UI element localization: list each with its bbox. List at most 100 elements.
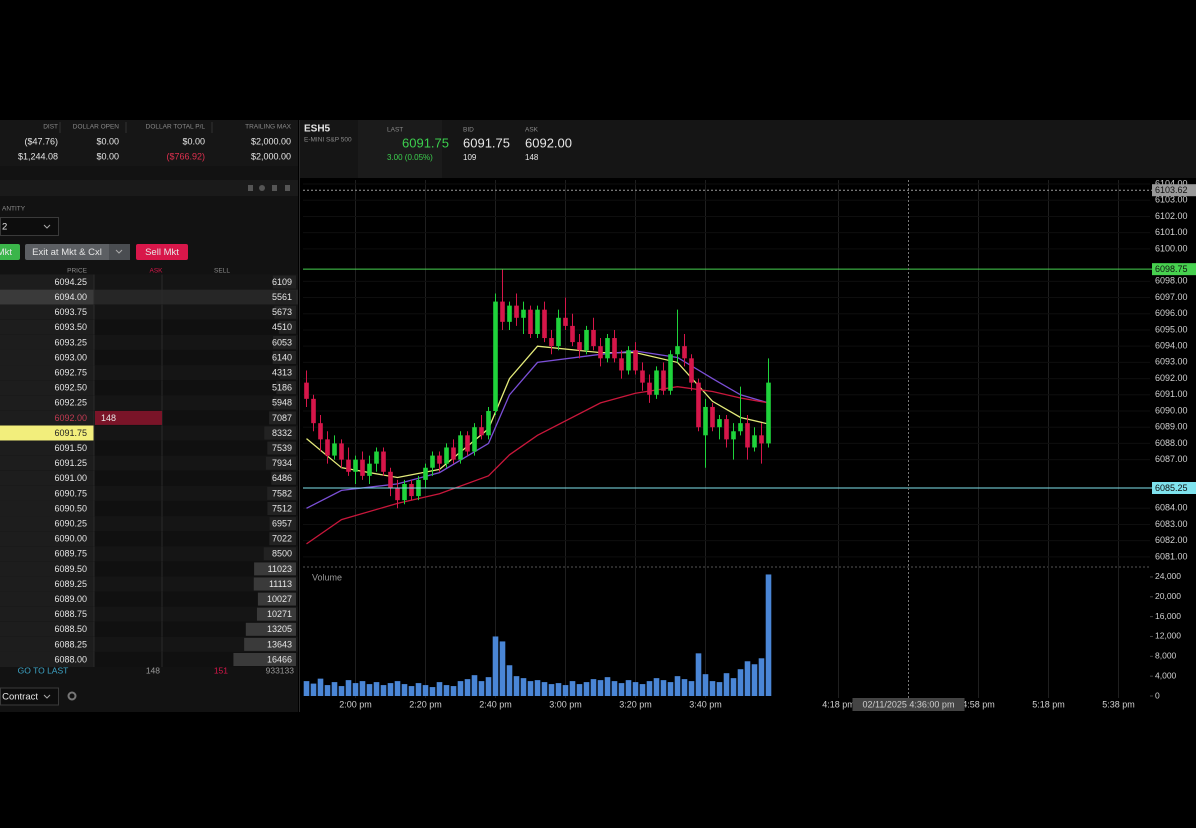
- x-tick-label: 4:18 pm: [822, 699, 855, 709]
- x-tick-label: 5:38 pm: [1102, 699, 1135, 709]
- sell-size-bar: [253, 577, 296, 591]
- chart-header: [300, 120, 1196, 178]
- column-header: DOLLAR TOTAL P/L: [146, 124, 206, 131]
- volume-bar: [352, 683, 359, 696]
- volume-bar: [737, 669, 744, 696]
- volume-bar: [359, 681, 366, 696]
- candle-body: [409, 483, 414, 497]
- sell-size-bar: [278, 320, 296, 334]
- dom-price: 6093.00: [54, 352, 87, 362]
- buy-button[interactable]: [0, 244, 20, 260]
- quantity-select[interactable]: [0, 217, 59, 236]
- contract-label: Contract: [2, 692, 38, 703]
- volume-bar: [604, 677, 611, 696]
- volume-bar: [436, 682, 443, 696]
- sell-size: 11023: [268, 564, 292, 574]
- dom-price: 6092.50: [54, 383, 87, 393]
- candle-body: [640, 370, 645, 383]
- candle-body: [626, 350, 631, 371]
- sell-size: 7022: [272, 534, 292, 544]
- candle-body: [472, 427, 477, 452]
- candle-body: [458, 435, 463, 460]
- sell-size: 7087: [272, 413, 292, 423]
- volume-bar: [646, 681, 653, 696]
- bid-size: 109: [463, 153, 477, 162]
- moving-average: [306, 345, 769, 479]
- volume-bar: [443, 685, 450, 696]
- volume-bar: [485, 677, 492, 696]
- x-tick-label: 2:40 pm: [479, 699, 512, 709]
- chevron: [115, 249, 123, 254]
- volume-bar: [345, 680, 352, 696]
- volume-bar: [562, 685, 569, 696]
- candle-body: [332, 443, 337, 456]
- y-tick-label: 6102.00: [1155, 211, 1188, 221]
- dom-price: 6088.75: [54, 609, 87, 619]
- sell-size: 5948: [272, 398, 292, 408]
- account-table: [0, 120, 298, 166]
- y-tick-label: 8,000: [1155, 651, 1177, 661]
- candle-body: [633, 350, 638, 371]
- dom-price: 6091.00: [54, 473, 87, 483]
- candle-body: [752, 435, 757, 448]
- panel-toolbar: [0, 180, 298, 196]
- x-tick-label: 3:20 pm: [619, 699, 652, 709]
- sell-size: 5186: [272, 383, 292, 393]
- sell-size: 8500: [272, 549, 292, 559]
- candle-body: [465, 435, 470, 452]
- price-level-box: [1152, 263, 1196, 276]
- price-cell: [0, 652, 94, 667]
- y-tick-label: 0: [1155, 690, 1160, 700]
- candle-body: [598, 346, 603, 359]
- volume-bar: [758, 658, 765, 696]
- candle-body: [717, 419, 722, 428]
- contract-select[interactable]: [0, 687, 59, 706]
- candle-body: [318, 423, 323, 440]
- price-cell: [0, 395, 94, 411]
- toolbar-icons[interactable]: [248, 185, 290, 191]
- sell-size-bar: [274, 305, 296, 319]
- candle-body: [612, 338, 617, 359]
- volume-bar: [583, 682, 590, 696]
- exit-button[interactable]: [25, 244, 130, 260]
- price-cell: [0, 501, 94, 516]
- candle-body: [521, 309, 526, 318]
- settings-icon[interactable]: [67, 691, 77, 701]
- sell-size-bar: [269, 411, 296, 425]
- last-box: [358, 120, 442, 178]
- sell-size-bar: [267, 441, 296, 455]
- column-header: DIST: [43, 124, 58, 131]
- price-cell: [0, 485, 94, 501]
- price-cell: [0, 516, 94, 532]
- y-tick-label: 6087.00: [1155, 454, 1188, 464]
- volume-bar: [380, 685, 387, 696]
- price-cell: [0, 274, 94, 290]
- price-level-label: 6085.25: [1155, 483, 1188, 493]
- sell-size: 5561: [272, 292, 292, 302]
- candle-body: [647, 382, 652, 395]
- candle-body: [724, 419, 729, 440]
- price-cell: [0, 606, 94, 622]
- candle-body: [528, 309, 533, 334]
- price-level-label: 6103.62: [1155, 185, 1188, 195]
- sell-size: 7539: [272, 443, 292, 453]
- dom-price: 6094.25: [54, 277, 87, 287]
- candle-body: [388, 471, 393, 488]
- dom-price: 6090.00: [54, 534, 87, 544]
- y-tick-label: 4,000: [1155, 670, 1177, 680]
- volume-bar: [317, 678, 324, 696]
- sell-button[interactable]: [136, 244, 188, 260]
- dom-footer[interactable]: GO TO LAST: [18, 665, 69, 675]
- candle-body: [549, 338, 554, 347]
- volume-bar: [324, 685, 331, 696]
- sell-size: 8332: [272, 428, 292, 438]
- sell-size-bar: [263, 547, 296, 561]
- volume-bar: [310, 683, 317, 696]
- candle-body: [304, 382, 309, 399]
- candle-body: [605, 338, 610, 359]
- ask-cell[interactable]: [95, 410, 162, 425]
- candle-body: [381, 451, 386, 472]
- y-tick-label: 6092.00: [1155, 373, 1188, 383]
- price-cell: [0, 561, 94, 577]
- account-cell: ($766.92): [166, 151, 205, 161]
